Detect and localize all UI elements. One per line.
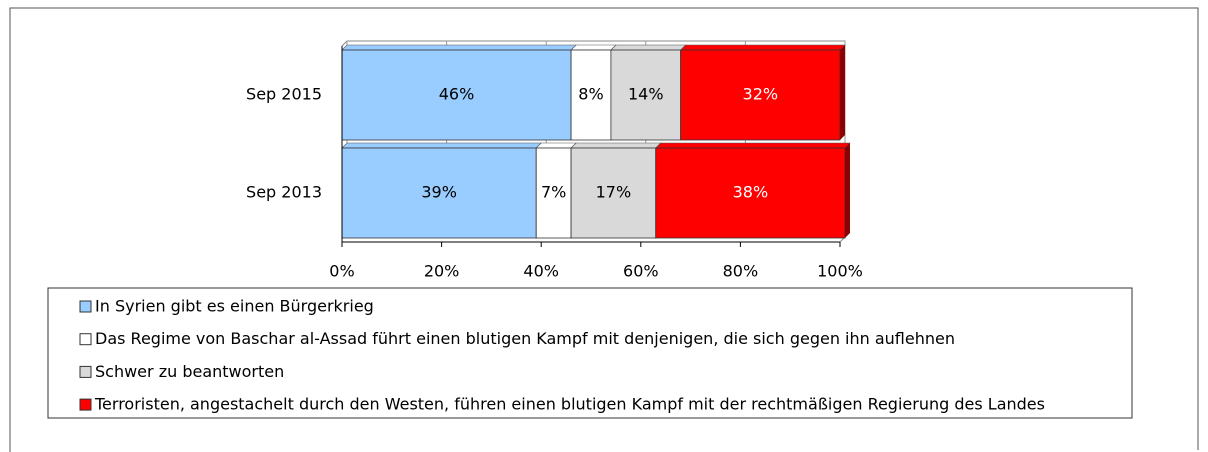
legend-label: Schwer zu beantworten [95, 362, 284, 381]
y-tick-label: Sep 2013 [246, 183, 322, 202]
x-tick-label: 60% [623, 262, 659, 281]
bar-top [341, 142, 542, 149]
bar [655, 147, 846, 239]
legend-swatch [79, 398, 92, 411]
x-tick-label: 40% [523, 262, 559, 281]
x-tick-label: 0% [329, 262, 354, 281]
legend-label: Terroristen, angestachelt durch den West… [94, 395, 1045, 414]
legend-label: In Syrien gibt es einen Bürgerkrieg [95, 297, 374, 316]
legend-box [47, 287, 1133, 419]
x-tick-label: 80% [723, 262, 759, 281]
data-label: 46% [439, 85, 475, 104]
data-label: 7% [541, 183, 566, 202]
bar-top [570, 44, 617, 51]
legend-swatch [79, 365, 92, 378]
bar [570, 147, 657, 239]
data-label: 14% [628, 85, 664, 104]
data-label: 8% [578, 85, 603, 104]
legend-label: Das Regime von Baschar al-Assad führt ei… [95, 329, 955, 348]
y-tick-label: Sep 2015 [246, 85, 322, 104]
data-label: 17% [596, 183, 632, 202]
bar-top [535, 142, 577, 149]
frame [9, 7, 1199, 452]
bar-side [844, 143, 850, 238]
bar-top [655, 142, 851, 149]
data-label: 38% [733, 183, 769, 202]
x-tick-label: 100% [817, 262, 863, 281]
x-tick-label: 20% [424, 262, 460, 281]
bar [570, 49, 612, 141]
bar-top [570, 142, 662, 149]
bar-top [610, 44, 687, 51]
legend-swatch [79, 333, 92, 346]
legend-swatch [79, 300, 92, 313]
data-label: 39% [421, 183, 457, 202]
data-label: 32% [743, 85, 779, 104]
bar-side [840, 45, 845, 140]
bar [680, 49, 841, 141]
bar-top [341, 44, 577, 51]
bar-top [679, 44, 846, 51]
bar [535, 147, 572, 239]
